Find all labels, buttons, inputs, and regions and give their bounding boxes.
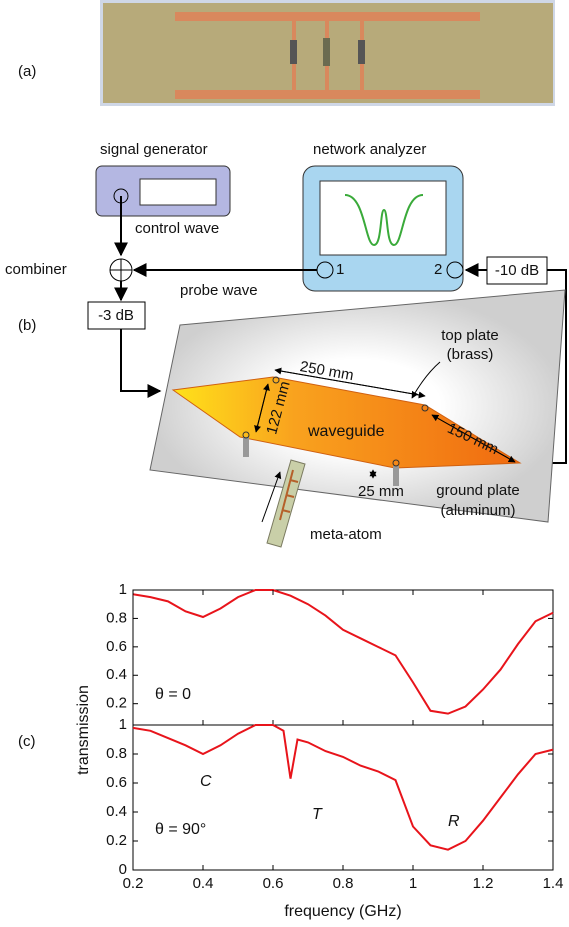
annotation: C <box>200 773 212 790</box>
device-label: network analyzer <box>313 141 426 158</box>
x-tick-label: 0.8 <box>333 875 354 892</box>
dimension-arrow <box>431 414 516 463</box>
port <box>446 261 464 279</box>
plot-frame <box>132 724 554 871</box>
panel-label: (b) <box>18 317 36 334</box>
port-label: 1 <box>336 261 344 278</box>
panel-label: (c) <box>18 733 36 750</box>
device-label: signal generator <box>100 141 208 158</box>
photo <box>100 0 555 106</box>
x-tick-label: 0.6 <box>263 875 284 892</box>
arrow <box>120 329 162 398</box>
combiner-symbol <box>110 259 132 281</box>
x-axis-label: frequency (GHz) <box>284 903 401 920</box>
component-label: (aluminum) <box>440 502 515 519</box>
dimension-label: 25 mm <box>358 483 404 500</box>
screen <box>139 178 217 206</box>
data-line <box>132 589 554 715</box>
arrow <box>261 471 282 523</box>
y-tick-label: 0.6 <box>106 638 127 655</box>
screw <box>272 376 280 384</box>
attenuator-label: -10 dB <box>495 262 539 279</box>
component-label: waveguide <box>307 423 385 440</box>
signal-label: probe wave <box>180 282 258 299</box>
component-label: top plate <box>441 327 499 344</box>
annotation: θ = 0 <box>155 686 191 703</box>
meta-atom-pattern <box>279 469 299 521</box>
y-tick-label: 0.2 <box>106 695 127 712</box>
pointer <box>411 361 441 399</box>
y-tick-label: 0.2 <box>106 832 127 849</box>
post <box>243 437 249 457</box>
component-label: ground plate <box>436 482 519 499</box>
y-tick-label: 1 <box>119 581 127 598</box>
y-tick-label: 0.4 <box>106 803 127 820</box>
annotation: R <box>448 813 460 830</box>
component-label: meta-atom <box>310 526 382 543</box>
data-line <box>132 724 554 851</box>
dimension-arrow <box>255 383 270 433</box>
y-tick-label: 0.8 <box>106 745 127 762</box>
y-tick-label: 0 <box>119 861 127 878</box>
annotation: T <box>312 806 323 823</box>
screen-trace <box>344 194 424 247</box>
attenuator-label: -3 dB <box>98 307 134 324</box>
screw <box>421 404 429 412</box>
y-axis-label: transmission <box>75 685 92 775</box>
annotation: θ = 90° <box>155 821 206 838</box>
component-label: (brass) <box>447 346 494 363</box>
x-tick-label: 0.4 <box>193 875 214 892</box>
y-tick-label: 0.4 <box>106 666 127 683</box>
plot-frame <box>132 589 554 726</box>
y-tick-label: 0.6 <box>106 774 127 791</box>
x-tick-label: 1 <box>409 875 417 892</box>
y-tick-label: 1 <box>119 716 127 733</box>
x-tick-label: 0.2 <box>123 875 144 892</box>
signal-label: control wave <box>135 220 219 237</box>
attenuator <box>87 301 146 330</box>
combiner-label: combiner <box>5 261 67 278</box>
screw <box>242 431 250 439</box>
screen <box>319 180 447 256</box>
dimension-arrow <box>274 367 426 397</box>
screw <box>392 459 400 467</box>
waveguide <box>171 376 522 469</box>
panel-label: (a) <box>18 63 36 80</box>
x-tick-label: 1.2 <box>473 875 494 892</box>
attenuator <box>486 256 548 285</box>
post <box>393 466 399 486</box>
y-tick-label: 0.8 <box>106 609 127 626</box>
port-label: 2 <box>434 261 442 278</box>
x-tick-label: 1.4 <box>543 875 564 892</box>
